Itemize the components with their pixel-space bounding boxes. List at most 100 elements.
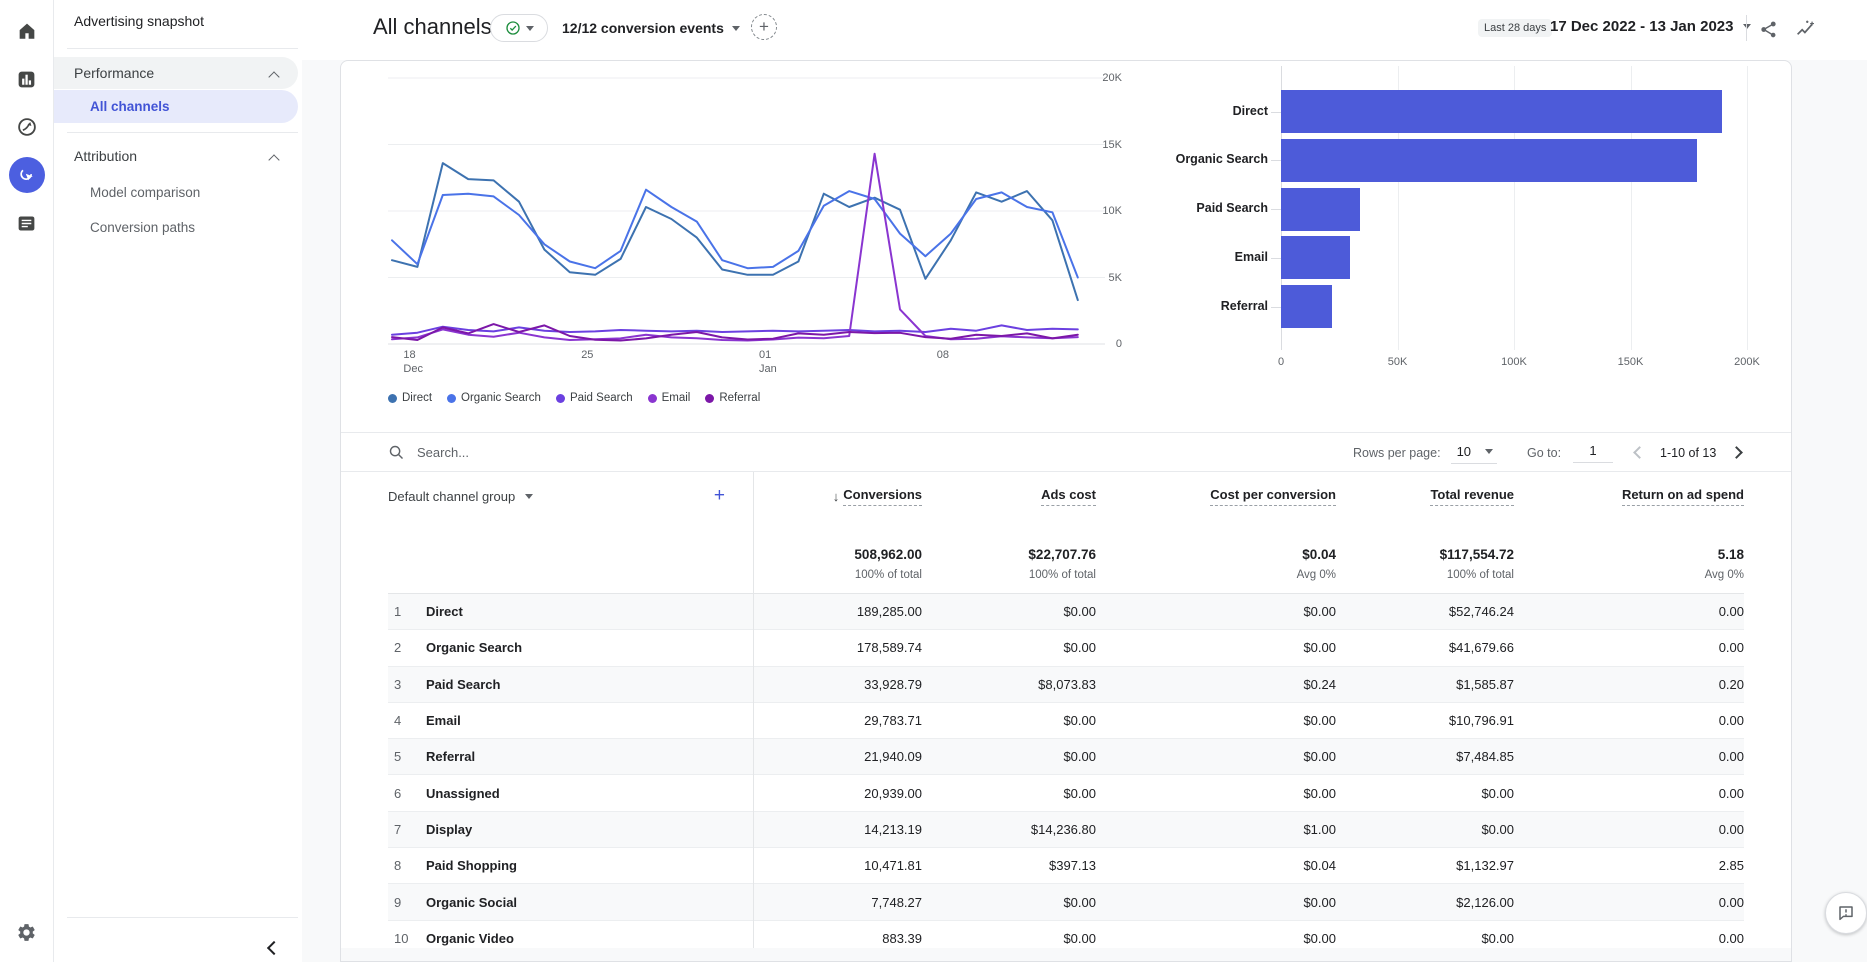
sidebar-item-label: Model comparison: [90, 185, 200, 200]
add-dimension-icon[interactable]: +: [714, 485, 725, 507]
cell-return-on-ad-spend: 0.00: [1514, 812, 1744, 847]
table-body: 1Direct189,285.00$0.00$0.00$52,746.240.0…: [388, 594, 1744, 957]
next-page-icon[interactable]: [1730, 446, 1743, 459]
table-row-unassigned[interactable]: 6Unassigned20,939.00$0.00$0.00$0.000.00: [388, 775, 1744, 811]
column-header-conversions: ↓Conversions: [753, 472, 922, 520]
channel-name: Email: [426, 703, 753, 738]
sidebar-item-model-comparison[interactable]: Model comparison: [53, 176, 298, 209]
sidebar-item-label: Conversion paths: [90, 220, 195, 235]
cell-return-on-ad-spend: 0.00: [1514, 775, 1744, 810]
channel-name: Organic Search: [426, 630, 753, 665]
column-header-label[interactable]: Cost per conversion: [1210, 487, 1336, 506]
date-range-picker[interactable]: 17 Dec 2022 - 13 Jan 2023: [1550, 18, 1751, 35]
cell-ads-cost: $0.00: [922, 775, 1096, 810]
divider: [1746, 15, 1747, 41]
conversion-events-dropdown[interactable]: 12/12 conversion events: [562, 20, 740, 36]
share-icon[interactable]: [1755, 16, 1781, 42]
cell-cost-per-conversion: $0.00: [1096, 884, 1336, 919]
channel-name: Paid Search: [426, 667, 753, 702]
reports-icon[interactable]: [0, 59, 53, 99]
sort-descending-icon: ↓: [833, 489, 840, 504]
cell-conversions: 178,589.74: [753, 630, 922, 665]
table-row-organic-social[interactable]: 9Organic Social7,748.27$0.00$0.00$2,126.…: [388, 884, 1744, 920]
library-icon[interactable]: [0, 203, 53, 243]
row-number: 2: [388, 630, 426, 665]
cell-return-on-ad-spend: 0.00: [1514, 630, 1744, 665]
cell-cost-per-conversion: $0.00: [1096, 630, 1336, 665]
line-series-direct: [392, 163, 1078, 300]
home-icon[interactable]: [0, 11, 53, 51]
dimension-label: Default channel group: [388, 489, 515, 504]
prev-page-icon[interactable]: [1633, 446, 1646, 459]
insights-icon[interactable]: [1792, 16, 1818, 42]
chevron-up-icon[interactable]: [268, 71, 279, 82]
legend-label: Email: [662, 392, 691, 404]
cell-ads-cost: $8,073.83: [922, 667, 1096, 702]
column-header-label[interactable]: Return on ad spend: [1622, 487, 1744, 506]
sidebar-section-attribution[interactable]: Attribution: [53, 140, 298, 172]
totals-value: $22,707.76: [922, 547, 1096, 562]
column-header-total-revenue: Total revenue: [1336, 472, 1514, 520]
legend-dot-icon: [556, 394, 565, 403]
divider: [67, 917, 298, 918]
feedback-icon[interactable]: [1825, 892, 1867, 934]
bar-chart-xaxis: 050K100K150K200K: [1281, 356, 1747, 374]
totals-value: 5.18: [1514, 547, 1744, 562]
table-row-display[interactable]: 7Display14,213.19$14,236.80$1.00$0.000.0…: [388, 812, 1744, 848]
date-range-label: 17 Dec 2022 - 13 Jan 2023: [1550, 18, 1733, 35]
cell-return-on-ad-spend: 0.00: [1514, 884, 1744, 919]
row-number: 3: [388, 667, 426, 702]
legend-label: Organic Search: [461, 392, 541, 404]
x-tick-label: 25: [581, 348, 593, 362]
rows-per-page-select[interactable]: 10: [1451, 442, 1497, 464]
cell-conversions: 189,285.00: [753, 594, 922, 629]
ga4-advertising-page: Advertising snapshot Performance All cha…: [0, 0, 1867, 962]
table-row-referral[interactable]: 5Referral21,940.09$0.00$0.00$7,484.850.0…: [388, 739, 1744, 775]
legend-label: Paid Search: [570, 392, 633, 404]
cell-ads-cost: $0.00: [922, 884, 1096, 919]
legend-item: Organic Search: [447, 392, 541, 404]
settings-gear-icon[interactable]: [0, 912, 53, 952]
pagination: 1-10 of 13: [1635, 433, 1741, 472]
report-status-badge[interactable]: [490, 14, 548, 42]
table-row-direct[interactable]: 1Direct189,285.00$0.00$0.00$52,746.240.0…: [388, 594, 1744, 630]
line-chart-svg: [388, 60, 1105, 350]
conversion-events-label: 12/12 conversion events: [562, 20, 724, 36]
divider: [67, 48, 298, 49]
chevron-up-icon[interactable]: [268, 154, 279, 165]
column-header-ads-cost: Ads cost: [922, 472, 1096, 520]
column-header-label[interactable]: Conversions: [843, 487, 922, 506]
totals-sub-label: Avg 0%: [1096, 569, 1336, 581]
cell-cost-per-conversion: $1.00: [1096, 812, 1336, 847]
caret-down-icon: [732, 26, 740, 31]
row-number: 4: [388, 703, 426, 738]
cell-cost-per-conversion: $0.00: [1096, 775, 1336, 810]
legend-label: Direct: [402, 392, 432, 404]
table-row-paid-search[interactable]: 3Paid Search33,928.79$8,073.83$0.24$1,58…: [388, 667, 1744, 703]
cell-conversions: 21,940.09: [753, 739, 922, 774]
cell-ads-cost: $14,236.80: [922, 812, 1096, 847]
sidebar-item-conversion-paths[interactable]: Conversion paths: [53, 211, 298, 244]
goto-page-input[interactable]: 1: [1573, 443, 1613, 463]
report-header: All channels 12/12 conversion events + L…: [302, 0, 1867, 60]
explore-icon[interactable]: [0, 107, 53, 147]
row-number: 9: [388, 884, 426, 919]
table-row-paid-shopping[interactable]: 8Paid Shopping10,471.81$397.13$0.04$1,13…: [388, 848, 1744, 884]
dimension-select[interactable]: Default channel group: [388, 489, 533, 504]
table-row-email[interactable]: 4Email29,783.71$0.00$0.00$10,796.910.00: [388, 703, 1744, 739]
goto-label: Go to:: [1527, 446, 1561, 460]
add-comparison-icon[interactable]: +: [751, 14, 777, 40]
collapse-sidebar-icon[interactable]: [265, 936, 283, 962]
bar-tick-mark: [1271, 160, 1281, 161]
column-header-label[interactable]: Total revenue: [1430, 487, 1514, 506]
cell-ads-cost: $0.00: [922, 630, 1096, 665]
totals-cell: $22,707.76100% of total: [922, 533, 1096, 581]
sidebar-section-performance[interactable]: Performance: [53, 57, 298, 89]
sidebar-item-all-channels[interactable]: All channels: [53, 90, 298, 123]
advertising-icon[interactable]: [0, 157, 53, 193]
search-input[interactable]: Search...: [388, 433, 469, 472]
column-header-label[interactable]: Ads cost: [1041, 487, 1096, 506]
check-circle-icon: [505, 20, 521, 36]
table-row-organic-search[interactable]: 2Organic Search178,589.74$0.00$0.00$41,6…: [388, 630, 1744, 666]
search-placeholder: Search...: [417, 445, 469, 460]
